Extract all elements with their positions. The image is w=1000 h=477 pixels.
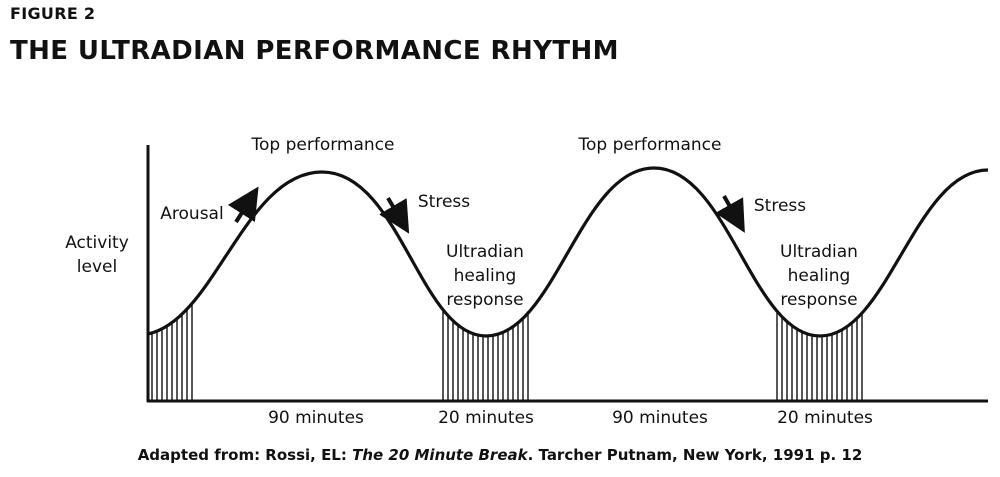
stress-label-2: Stress [754,196,806,216]
interval-label-2: 20 minutes [438,408,534,428]
trough-label-2-line2: healing [788,266,851,286]
hatch-trough-2 [776,311,863,401]
caption-prefix: Adapted from: Rossi, EL: [137,446,353,464]
interval-label-1: 90 minutes [268,408,364,428]
trough-label-1-line3: response [446,290,523,310]
figure-label: FIGURE 2 [10,4,96,23]
peak-label-2: Top performance [578,135,722,155]
trough-label-2-line3: response [780,290,857,310]
caption-suffix: . Tarcher Putnam, New York, 1991 p. 12 [527,446,863,464]
hatch-start [148,303,194,402]
stress-label-1: Stress [418,192,470,212]
trough-label-2-line1: Ultradian [780,242,858,262]
interval-label-3: 90 minutes [612,408,708,428]
hatch-trough-1 [442,309,529,401]
y-axis-label-line1: Activity [65,233,129,253]
figure-title: THE ULTRADIAN PERFORMANCE RHYTHM [10,36,619,66]
stress-arrow-icon-1 [379,196,410,234]
stress-arrow-icon-2 [715,195,745,233]
rhythm-curve [147,166,989,338]
caption-book-title: The 20 Minute Break [352,446,528,464]
peak-label-1: Top performance [251,135,395,155]
arousal-arrow-icon [227,186,259,224]
interval-label-4: 20 minutes [777,408,873,428]
trough-label-1-line2: healing [454,266,517,286]
y-axis-label-line2: level [77,257,117,277]
source-caption: Adapted from: Rossi, EL: The 20 Minute B… [0,446,1000,464]
arousal-label: Arousal [160,204,223,224]
trough-label-1-line1: Ultradian [446,242,524,262]
